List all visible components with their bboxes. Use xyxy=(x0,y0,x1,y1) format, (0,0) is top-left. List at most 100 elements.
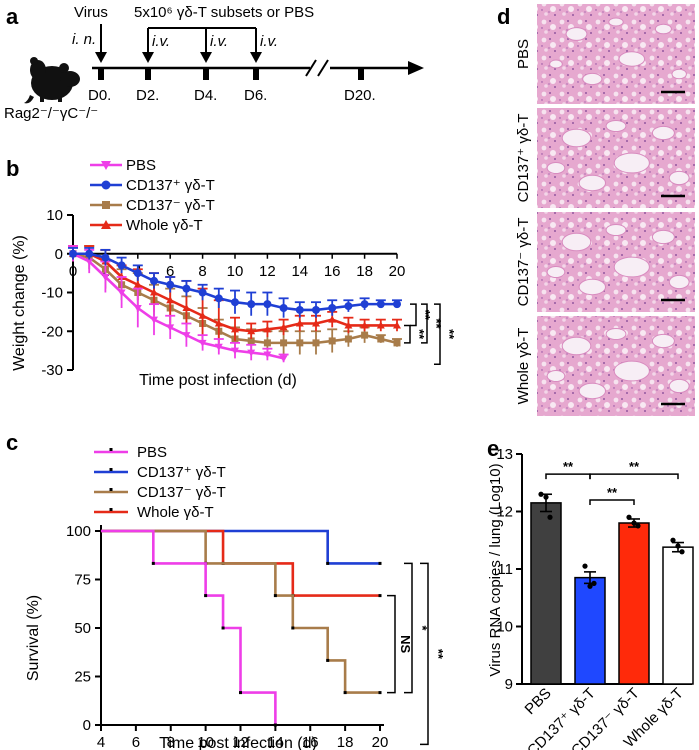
timeline-break xyxy=(305,59,329,77)
point-b xyxy=(85,249,94,258)
panel-label-b: b xyxy=(6,156,19,181)
airspace xyxy=(605,224,627,236)
data-point-e xyxy=(635,523,641,529)
histology-panel-0: PBS xyxy=(515,4,695,104)
treatment-label: 5x10⁶ γδ-T subsets or PBS xyxy=(134,4,314,21)
point-b xyxy=(182,304,191,311)
point-b xyxy=(133,280,142,288)
route-iv-label-d4: i.v. xyxy=(210,33,228,50)
airspace xyxy=(561,232,592,252)
point-b xyxy=(344,302,353,311)
legend-marker-b xyxy=(101,161,111,170)
iv-arrowhead-d6 xyxy=(250,52,262,63)
bracket-e xyxy=(589,473,679,480)
airspace xyxy=(668,274,690,290)
y-tick-label-b: 10 xyxy=(46,207,63,224)
significance-b: ** xyxy=(442,329,457,340)
airspace xyxy=(546,266,566,278)
iv-arrowhead-d4 xyxy=(200,52,212,63)
panel-label-a: a xyxy=(6,4,19,29)
y-tick-label-c: 100 xyxy=(66,523,91,540)
censor-tick-c xyxy=(239,691,242,695)
x-tick-label-b: 8 xyxy=(198,263,206,280)
censor-tick-c xyxy=(204,594,208,598)
treatment-bracket xyxy=(147,27,257,54)
airspace xyxy=(605,328,627,340)
point-b xyxy=(198,311,207,319)
point-b xyxy=(376,321,385,329)
point-b xyxy=(263,339,271,347)
point-b xyxy=(231,325,239,333)
y-tick-label-b: -20 xyxy=(41,323,63,340)
series-c-1 xyxy=(101,529,382,565)
airspace xyxy=(608,17,624,27)
censor-tick-c xyxy=(343,691,347,695)
bracket-c xyxy=(404,562,413,694)
x-tick-label-b: 16 xyxy=(324,263,341,280)
point-b xyxy=(247,349,256,357)
point-b xyxy=(101,274,110,281)
point-b xyxy=(231,298,239,307)
legend-label-c: CD137⁺ γδ-T xyxy=(137,464,226,481)
airspace xyxy=(582,72,603,86)
censor-tick-c xyxy=(326,658,330,662)
panel-label-e: e xyxy=(487,436,499,461)
legend-label-b: PBS xyxy=(126,157,156,174)
y-tick-label-b: 0 xyxy=(55,246,63,263)
point-b xyxy=(198,339,207,347)
y-axis-label-b: Weight change (%) xyxy=(11,235,28,371)
data-point-e xyxy=(670,537,676,543)
bracket-e xyxy=(545,473,591,480)
censor-tick-c xyxy=(273,594,277,598)
data-point-e xyxy=(538,491,544,497)
airspace xyxy=(651,229,675,245)
panel-b: b PBS CD137⁺ γδ-T CD137⁻ γδ-T Whole γδ-T 10… xyxy=(6,156,457,389)
point-b xyxy=(150,276,158,285)
y-axis-label-e: Virus RNA copies / lung (Log10) xyxy=(487,463,504,676)
point-b xyxy=(150,288,158,296)
x-tick-label-b: 10 xyxy=(227,263,244,280)
survival-curve-c xyxy=(101,529,380,565)
bar-e xyxy=(574,576,606,685)
x-tick-label-c: 6 xyxy=(132,734,140,750)
point-b xyxy=(280,339,288,347)
virus-arrowhead xyxy=(95,52,107,63)
point-b xyxy=(198,288,207,297)
airspace xyxy=(613,256,650,278)
point-b xyxy=(182,284,191,293)
x-tick-label-c: 10 xyxy=(197,734,214,750)
significance-b: ** xyxy=(412,329,427,340)
x-tick-label-c: 8 xyxy=(167,734,175,750)
x-tick-label-b: 12 xyxy=(259,263,276,280)
route-iv-label-d6: i.v. xyxy=(260,33,278,50)
point-b xyxy=(279,355,288,363)
point-b xyxy=(166,324,175,332)
series-line-b xyxy=(72,252,284,360)
x-tick-label-b: 6 xyxy=(166,263,174,280)
x-tick-label-c: 18 xyxy=(337,734,354,750)
significance-c: * xyxy=(415,625,430,631)
point-b xyxy=(214,319,223,327)
legend-marker-c xyxy=(109,448,113,451)
point-b xyxy=(360,321,369,329)
x-tick-label-c: 12 xyxy=(232,734,249,750)
legend-marker-b xyxy=(102,201,110,209)
panel-c: c PBS CD137⁺ γδ-T CD137⁻ γδ-T Whole γδ-T 0 2… xyxy=(6,430,446,750)
point-b xyxy=(312,305,320,314)
series-b-1 xyxy=(68,247,402,318)
data-point-e xyxy=(631,520,637,526)
data-point-e xyxy=(547,514,553,520)
point-b xyxy=(117,289,126,297)
y-tick-label-b: -10 xyxy=(41,285,63,302)
y-tick-label-c: 50 xyxy=(74,620,91,637)
y-tick-label-e: 12 xyxy=(496,504,513,521)
point-b xyxy=(295,319,304,327)
x-tick-label-b: 0 xyxy=(69,263,77,280)
legend-marker-b xyxy=(101,180,111,190)
day-label-d4: D4. xyxy=(194,87,217,104)
airspace xyxy=(671,68,687,80)
legend-marker-c xyxy=(109,468,113,471)
bar-e xyxy=(530,502,562,685)
timeline-arrowhead xyxy=(408,61,424,75)
